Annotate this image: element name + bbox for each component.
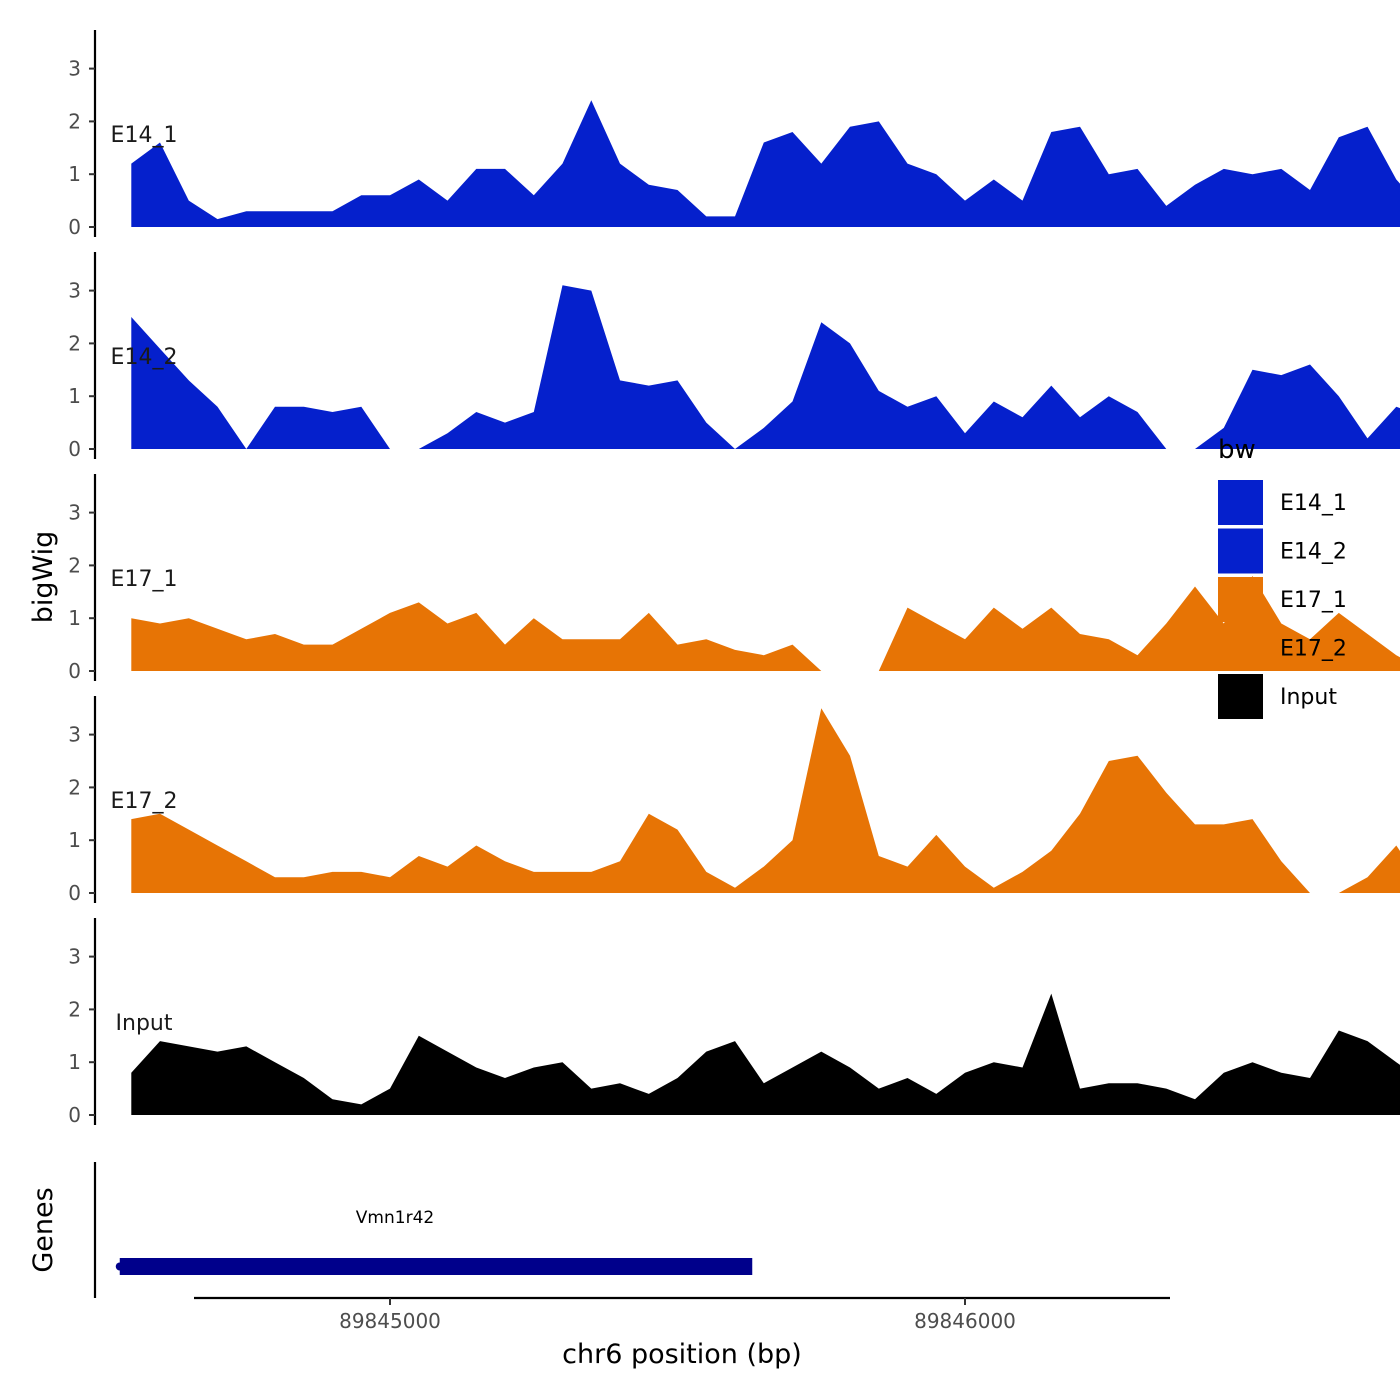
legend-label: E14_2	[1280, 540, 1347, 565]
y-tick-label: 0	[68, 1103, 81, 1127]
y-axis-title: bigWig	[28, 531, 59, 624]
track-label: Input	[116, 1011, 173, 1036]
gene-items: Vmn1r42	[115, 1208, 753, 1275]
legend-swatch	[1218, 674, 1263, 719]
gene-start-marker	[115, 1262, 124, 1271]
y-tick-label: 0	[68, 659, 81, 683]
track-label: E14_1	[111, 123, 178, 148]
y-tick-label: 0	[68, 437, 81, 461]
x-tick-label: 89846000	[914, 1309, 1016, 1333]
x-axis-title: chr6 position (bp)	[562, 1339, 802, 1370]
track-e17-2: 0 1 2 3 E17_2	[68, 696, 1400, 905]
y-tick-label: 2	[68, 331, 81, 355]
track-e14-2: 0 1 2 3 E14_2	[68, 252, 1400, 461]
area-e14-1	[131, 100, 1400, 227]
legend-label: E14_1	[1280, 491, 1347, 516]
gene-bar	[119, 1258, 753, 1275]
y-tick-label: 1	[68, 384, 81, 408]
gene-track-panel: Vmn1r42	[93, 1162, 753, 1298]
y-tick-label: 1	[68, 606, 81, 630]
track-label: E17_1	[111, 567, 178, 592]
area-e17-1	[131, 576, 1400, 671]
x-axis: 898450008984600089847000 chr6 position (…	[194, 1296, 1170, 1370]
track-label: E14_2	[111, 345, 178, 370]
y-tick-label: 3	[68, 279, 81, 303]
legend-swatch	[1218, 625, 1263, 671]
y-tick-label: 1	[68, 162, 81, 186]
track-input: 0 1 2 3 Input	[68, 918, 1400, 1127]
y-tick-label: 2	[68, 109, 81, 133]
y-tick-label: 3	[68, 945, 81, 969]
y-tick-label: 3	[68, 57, 81, 81]
track-label: E17_2	[111, 789, 178, 814]
x-tick-label: 89845000	[339, 1309, 441, 1333]
legend-swatch	[1218, 480, 1263, 525]
x-ticks: 898450008984600089847000	[339, 1298, 1016, 1333]
legend-items: E14_1 E14_2 E17_1 E17_2 Input	[1218, 480, 1347, 719]
legend-label: E17_1	[1280, 588, 1347, 613]
area-input	[131, 993, 1400, 1115]
legend-swatch	[1218, 577, 1263, 622]
area-e17-2	[131, 708, 1400, 893]
gene-label: Vmn1r42	[356, 1208, 434, 1228]
y-tick-label: 0	[68, 881, 81, 905]
legend-label: E17_2	[1280, 637, 1347, 662]
track-e14-1: 0 1 2 3 E14_1	[68, 30, 1400, 239]
legend-title: bw	[1218, 435, 1256, 465]
legend-label: Input	[1280, 685, 1337, 710]
area-e14-2	[131, 285, 1400, 449]
y-tick-label: 2	[68, 775, 81, 799]
y-tick-label: 2	[68, 553, 81, 577]
y-tick-label: 1	[68, 1050, 81, 1074]
y-tick-label: 1	[68, 828, 81, 852]
legend-swatch	[1218, 528, 1263, 574]
track-panels: 0 1 2 3 E14_1 0 1 2 3 E14_2 0 1 2 3 E17_1 0 1 2 3 E17_2 0 1 2 3…	[68, 30, 1400, 1127]
y-tick-label: 2	[68, 997, 81, 1021]
y-tick-label: 3	[68, 723, 81, 747]
y-tick-label: 3	[68, 501, 81, 525]
legend: bw E14_1 E14_2 E17_1 E17_2 Input	[1218, 435, 1347, 719]
gene-track-title: Genes	[28, 1187, 59, 1272]
track-e17-1: 0 1 2 3 E17_1	[68, 474, 1400, 683]
y-tick-label: 0	[68, 215, 81, 239]
